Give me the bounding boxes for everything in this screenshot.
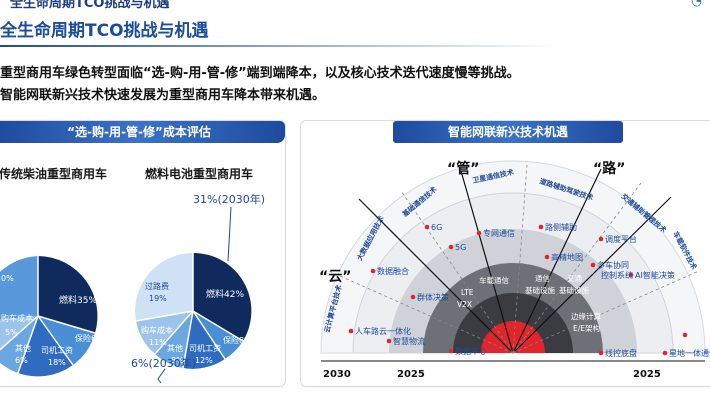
- fuelcell-label: 12%: [195, 356, 213, 365]
- fuelcell-slice-insurance: [193, 311, 243, 359]
- callout-line-top: [227, 206, 232, 262]
- diesel-label: 5%: [5, 328, 18, 337]
- fuelcell-label: 过路费: [145, 281, 169, 291]
- callout-line-bottom: [157, 368, 166, 384]
- fuelcell-label: 保险8%: [223, 335, 252, 345]
- diesel-slice-other: [0, 316, 38, 373]
- fuelcell-slice-other: [155, 311, 193, 368]
- ring-item: 数据融合: [377, 266, 409, 276]
- diesel-label: 燃料35%: [59, 294, 97, 306]
- diesel-truck-title: 传统柴油重型商用车: [0, 167, 108, 181]
- diesel-slice-insurance: [38, 316, 95, 365]
- ring-item: 车载通信: [479, 275, 509, 285]
- bullet-point-1: 重型商用车绿色转型面临“选-购-用-管-修”端到端降本，以及核心技术迭代速度慢等…: [0, 66, 520, 81]
- fuelcell-slice-toll: [135, 253, 193, 321]
- tech-radar-diagram: “云” “管” “路” 卫星通信技术 道路辅助驾驶技术 交通辅助管理技术 车载软…: [319, 160, 710, 380]
- title-divider: [0, 45, 560, 47]
- ring-item: 通信: [535, 273, 550, 283]
- fuelcell-slice-wage: [183, 311, 225, 369]
- fuelcell-label: 19%: [149, 294, 167, 303]
- top-banner-text: 全生命周期TCO挑战与机遇: [10, 0, 170, 11]
- page-title: 全生命周期TCO挑战与机遇: [0, 21, 209, 41]
- diesel-label: 司机工资: [41, 345, 73, 355]
- ring-item: E/E架构: [573, 323, 601, 333]
- fuelcell-label: 其他: [167, 343, 183, 353]
- cost-evaluation-title: “选-购-用-管-修”成本评估: [0, 121, 285, 143]
- ring-item: 调度平台: [605, 234, 637, 244]
- ring-item: AI智能决策: [635, 270, 675, 280]
- ring-item: 基础设施: [525, 285, 555, 295]
- brand-logo-icon: ◔: [691, 0, 702, 8]
- fuelcell-label: 司机工资: [189, 343, 221, 353]
- ring-item: 路侧辅助: [545, 222, 577, 232]
- tech-opportunity-panel: 智能网联新兴技术机遇 “云” “管” “路” 卫星通信: [300, 120, 710, 387]
- fuelcell-truck-title: 燃料电池重型商用车: [145, 167, 254, 181]
- diesel-slice-wage: [18, 316, 73, 377]
- corner-label-pipe: “管”: [447, 160, 479, 177]
- diesel-label: 其他: [15, 343, 31, 353]
- concentric-rings: [320, 160, 706, 354]
- ring-item: 智慧物流: [393, 336, 425, 346]
- cost-evaluation-panel: “选-购-用-管-修”成本评估 传统柴油重型商用车 燃料电池重型商用车 燃料35…: [0, 120, 286, 387]
- diesel-pie: 燃料35% 保险6% 司机工资 18% 其他 6% 购车成本 5% 0%: [0, 256, 104, 377]
- diesel-label: 18%: [48, 358, 66, 367]
- callout-2030-purchase: 6%(2030年): [131, 356, 196, 370]
- top-bar: 全生命周期TCO挑战与机遇 ◔: [0, 0, 710, 11]
- ring-item: 5G: [455, 243, 466, 252]
- tech-opportunity-title: 智能网联新兴技术机遇: [393, 121, 623, 143]
- fuelcell-label: 购车成本: [141, 325, 173, 335]
- ring-item: V2X: [457, 300, 472, 309]
- diesel-label: 0%: [1, 274, 14, 283]
- fuelcell-pie: 燃料42% 过路费 19% 购车成本 11% 其他 8% 司机工资 12% 保险…: [135, 252, 252, 369]
- ring-item: LTE: [461, 288, 474, 297]
- bullet-point-2: 智能网联新兴技术快速发展为重型商用车降本带来机遇。: [0, 88, 326, 103]
- ring-item: 6G: [431, 223, 442, 232]
- ring-item: 交通: [567, 273, 582, 283]
- corner-label-cloud: “云”: [319, 269, 351, 285]
- year-label-2030: 2030: [323, 369, 351, 380]
- corner-label-road: “路”: [593, 160, 625, 177]
- diesel-label: 6%: [15, 356, 28, 365]
- callout-2030-fuel: 31%(2030年): [193, 192, 265, 206]
- ring-item: 边缘计算: [571, 311, 601, 321]
- diesel-slice-fuel: [38, 256, 98, 333]
- ring-item: 基础设施: [559, 285, 589, 295]
- ring-item: 专网通信: [483, 228, 515, 238]
- ring-item: 数据中心: [455, 346, 487, 356]
- year-label-2025-left: 2025: [397, 369, 425, 380]
- ring-item: 高精地图: [551, 252, 583, 262]
- ring-item: 多车协同: [597, 260, 629, 270]
- ring-item: 控制系统: [601, 270, 633, 280]
- diesel-label: 保险6%: [75, 333, 104, 343]
- ring-item: 群体决策: [417, 292, 449, 302]
- cost-pie-charts: 燃料35% 保险6% 司机工资 18% 其他 6% 购车成本 5% 0% 燃料4…: [0, 192, 265, 384]
- ring-item: 线控底盘: [605, 348, 637, 358]
- diesel-slice-toll: [0, 256, 38, 320]
- ring-item: 人车路云一体化: [355, 326, 411, 336]
- ring-item: 星地一体通信: [669, 348, 710, 358]
- year-label-2025-right: 2025: [633, 369, 661, 380]
- fuelcell-label: 燃料42%: [206, 288, 244, 300]
- fuelcell-label: 11%: [149, 338, 167, 347]
- fuelcell-slice-purchase: [136, 311, 193, 354]
- diesel-label: 购车成本: [1, 313, 33, 323]
- fuelcell-label: 8%: [171, 356, 184, 365]
